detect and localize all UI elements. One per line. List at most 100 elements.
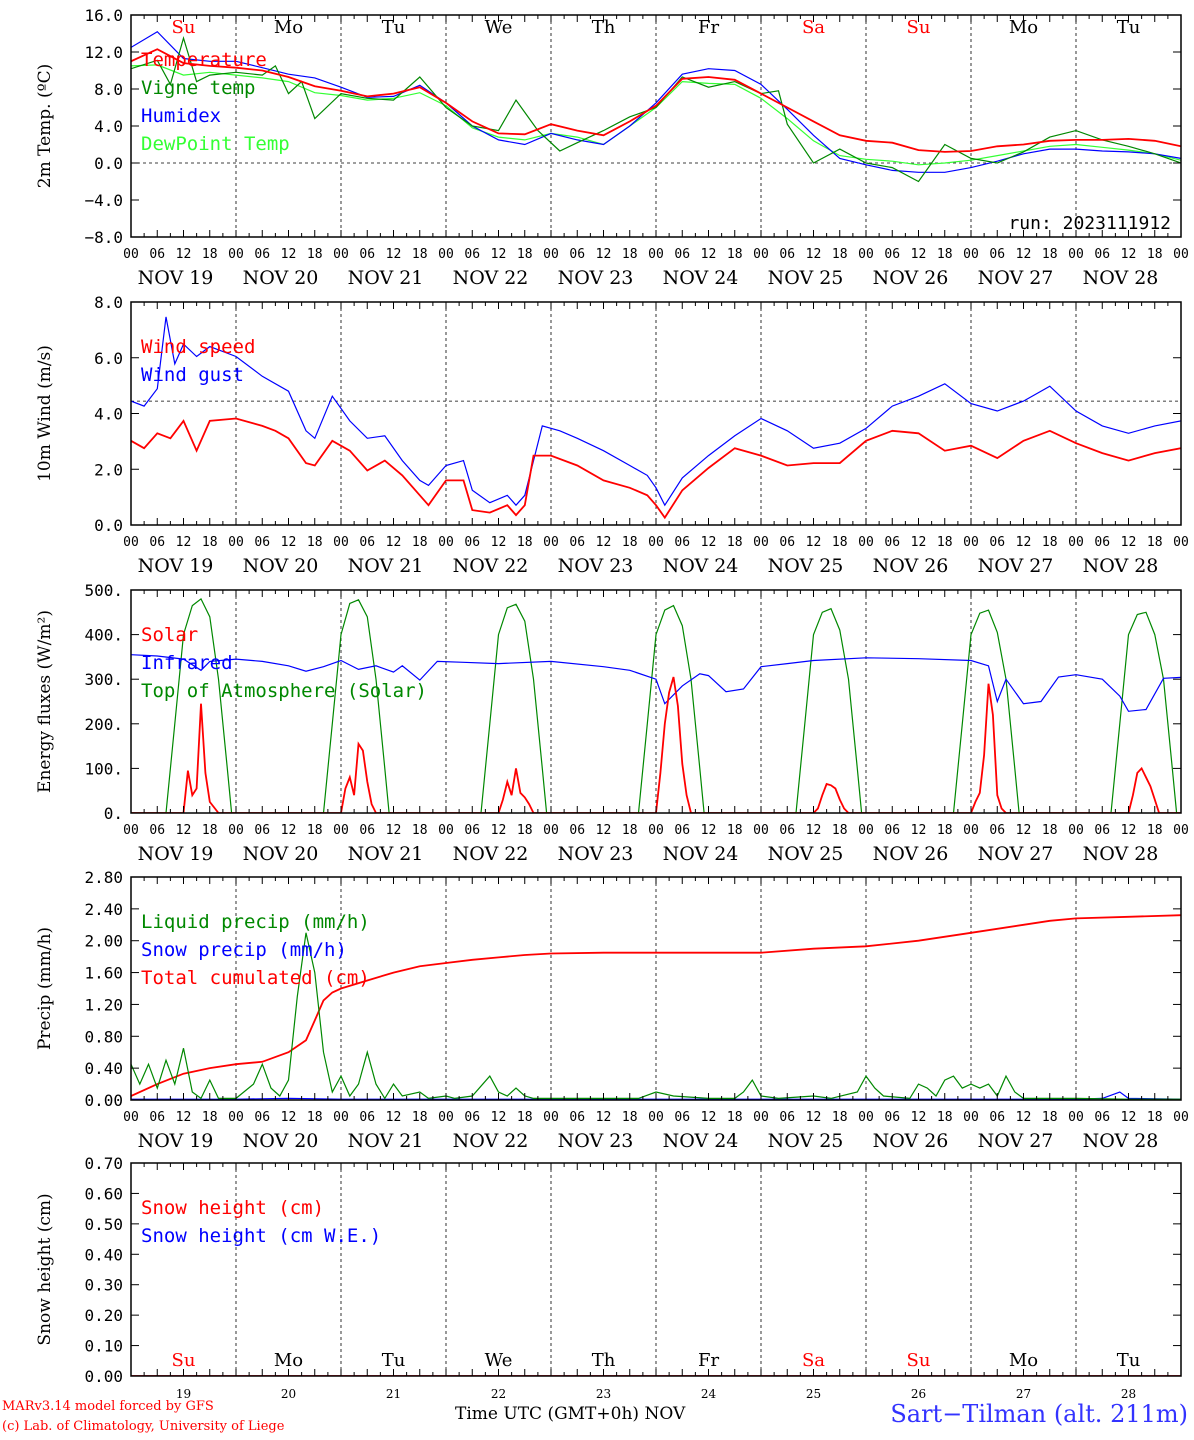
y-tick-label: 0.50: [84, 1215, 123, 1234]
date-label: NOV 21: [348, 1130, 424, 1152]
hour-tick-label: 12: [701, 1110, 717, 1125]
y-tick-label: 0.80: [84, 1027, 123, 1046]
date-label: NOV 27: [978, 555, 1054, 577]
weekday-label: Mo: [274, 17, 303, 38]
hour-tick-label: 12: [1121, 247, 1137, 262]
hour-tick-label: 18: [622, 823, 638, 838]
weekday-label: Tu: [1117, 17, 1141, 38]
hour-tick-label: 00: [648, 823, 664, 838]
weekday-label: Tu: [382, 17, 406, 38]
y-tick-label: 1.20: [84, 995, 123, 1014]
hour-tick-label: 12: [911, 823, 927, 838]
hour-tick-label: 18: [727, 535, 743, 550]
hour-tick-label: 06: [569, 1110, 585, 1125]
hour-tick-label: 12: [386, 247, 402, 262]
hour-tick-label: 06: [1094, 535, 1110, 550]
y-tick-label: 0.40: [84, 1059, 123, 1078]
hour-tick-label: 06: [149, 535, 165, 550]
y-tick-label: 6.0: [94, 349, 123, 368]
run-annotation: run: 2023111912: [1008, 213, 1171, 234]
hour-tick-label: 00: [123, 247, 139, 262]
y-tick-label: 0.40: [84, 1245, 123, 1264]
hour-tick-label: 06: [779, 1110, 795, 1125]
hour-tick-label: 00: [228, 247, 244, 262]
weekday-label: Mo: [274, 1350, 303, 1371]
hour-tick-label: 06: [464, 247, 480, 262]
hour-tick-label: 12: [386, 823, 402, 838]
hour-tick-label: 00: [1173, 823, 1189, 838]
hour-tick-label: 00: [123, 1110, 139, 1125]
hour-tick-label: 00: [858, 823, 874, 838]
y-tick-label: 400.: [84, 626, 123, 645]
hour-tick-label: 18: [202, 823, 218, 838]
hour-tick-label: 18: [517, 535, 533, 550]
hour-tick-label: 18: [202, 1110, 218, 1125]
date-label: NOV 28: [1083, 843, 1159, 865]
hour-tick-label: 06: [884, 535, 900, 550]
hour-tick-label: 18: [202, 535, 218, 550]
hour-tick-label: 12: [701, 823, 717, 838]
weekday-label: Su: [172, 1350, 196, 1371]
hour-tick-label: 00: [1173, 1110, 1189, 1125]
day-number-label: 25: [806, 1387, 821, 1401]
hour-tick-label: 12: [596, 1110, 612, 1125]
hour-tick-label: 06: [1094, 1110, 1110, 1125]
hour-tick-label: 12: [386, 535, 402, 550]
y-tick-label: 500.: [84, 581, 123, 600]
y-tick-label: 2.80: [84, 868, 123, 887]
hour-tick-label: 06: [359, 823, 375, 838]
hour-tick-label: 00: [753, 823, 769, 838]
date-label: NOV 27: [978, 1130, 1054, 1152]
weekday-label: Th: [592, 17, 616, 38]
date-label: NOV 26: [873, 843, 949, 865]
hour-tick-label: 12: [176, 535, 192, 550]
hour-tick-label: 00: [333, 1110, 349, 1125]
hour-tick-label: 12: [911, 247, 927, 262]
legend-item: Temperature: [141, 49, 267, 71]
hour-tick-label: 06: [779, 247, 795, 262]
hour-tick-label: 06: [464, 535, 480, 550]
hour-tick-label: 18: [412, 247, 428, 262]
weekday-label: Mo: [1009, 1350, 1038, 1371]
hour-tick-label: 00: [543, 1110, 559, 1125]
hour-tick-label: 12: [701, 247, 717, 262]
panel-1: [130, 14, 1182, 238]
date-label: NOV 26: [873, 555, 949, 577]
y-tick-label: 0.: [104, 804, 123, 823]
weekday-label: Tu: [382, 1350, 406, 1371]
time-axis-label: Time UTC (GMT+0h) NOV: [455, 1404, 686, 1424]
hour-tick-label: 12: [701, 535, 717, 550]
hour-tick-label: 12: [491, 535, 507, 550]
hour-tick-label: 00: [438, 535, 454, 550]
date-label: NOV 20: [243, 267, 319, 289]
hour-tick-label: 00: [858, 1110, 874, 1125]
legend-item: DewPoint Temp: [141, 133, 290, 155]
hour-tick-label: 12: [596, 535, 612, 550]
date-label: NOV 26: [873, 1130, 949, 1152]
hour-tick-label: 18: [307, 535, 323, 550]
hour-tick-label: 06: [1094, 823, 1110, 838]
hour-tick-label: 00: [438, 247, 454, 262]
y-tick-label: 0.70: [84, 1154, 123, 1173]
y-tick-label: 100.: [84, 759, 123, 778]
series-line-snow-precip-mm-h: [131, 1091, 1181, 1100]
hour-tick-label: 18: [1042, 1110, 1058, 1125]
hour-tick-label: 12: [491, 1110, 507, 1125]
panel-frame: [130, 301, 1182, 526]
legend-item: Top of Atmosphere (Solar): [141, 680, 427, 702]
hour-tick-label: 00: [963, 1110, 979, 1125]
weekday-label: Fr: [698, 1350, 719, 1371]
y-tick-label: 4.0: [94, 117, 123, 136]
hour-tick-label: 00: [438, 1110, 454, 1125]
date-label: NOV 19: [138, 1130, 214, 1152]
hour-tick-label: 06: [989, 247, 1005, 262]
legend-item: Humidex: [141, 105, 221, 127]
date-label: NOV 24: [663, 1130, 739, 1152]
hour-tick-label: 12: [1016, 535, 1032, 550]
hour-tick-label: 06: [674, 535, 690, 550]
day-number-label: 24: [701, 1387, 717, 1401]
series-line-total-cumulated-cm: [131, 914, 1181, 1097]
hour-tick-label: 18: [622, 1110, 638, 1125]
date-label: NOV 19: [138, 555, 214, 577]
date-label: NOV 23: [558, 555, 634, 577]
